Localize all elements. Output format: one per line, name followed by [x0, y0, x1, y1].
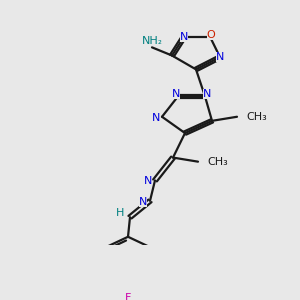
Text: N: N — [139, 197, 147, 207]
Text: NH: NH — [142, 36, 158, 46]
Text: O: O — [207, 30, 215, 40]
Text: N: N — [152, 112, 160, 123]
Text: N: N — [203, 89, 211, 99]
Text: N: N — [180, 32, 188, 42]
Text: H: H — [116, 208, 124, 218]
Text: F: F — [125, 293, 131, 300]
Text: N: N — [144, 176, 152, 186]
Text: N: N — [172, 89, 180, 99]
Text: CH₃: CH₃ — [246, 112, 267, 122]
Text: CH₃: CH₃ — [207, 157, 228, 167]
Text: ₂: ₂ — [158, 36, 162, 46]
Text: N: N — [216, 52, 224, 62]
